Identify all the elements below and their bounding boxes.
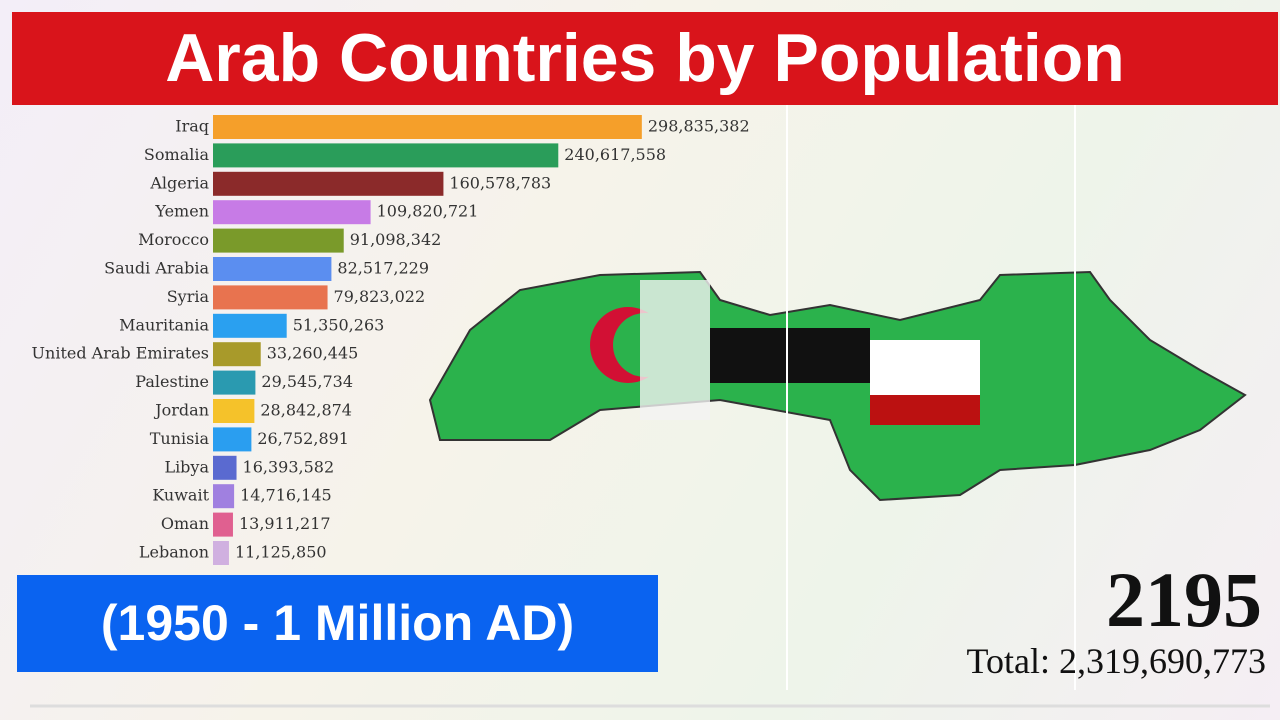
bar (213, 427, 252, 452)
bar (213, 541, 229, 565)
bar (213, 200, 371, 225)
value-label: 16,393,582 (243, 457, 335, 476)
map-decoration (428, 270, 1247, 502)
bar (213, 512, 233, 537)
value-label: 14,716,145 (240, 486, 332, 505)
value-label: 51,350,263 (293, 315, 385, 334)
bar (213, 257, 332, 281)
value-label: 26,752,891 (257, 429, 349, 448)
bar (213, 143, 559, 168)
bar (213, 313, 287, 338)
category-label: Somalia (144, 145, 210, 164)
bar (213, 455, 237, 480)
category-label: Saudi Arabia (104, 259, 209, 278)
year: 2195 (1106, 556, 1262, 643)
category-label: Libya (164, 457, 209, 476)
bar (213, 399, 255, 423)
category-label: Yemen (154, 202, 209, 221)
value-label: 29,545,734 (261, 372, 353, 391)
category-label: Morocco (138, 230, 209, 249)
value-label: 28,842,874 (260, 401, 352, 420)
value-label: 298,835,382 (648, 117, 750, 136)
value-label: 240,617,558 (564, 145, 666, 164)
category-label: United Arab Emirates (32, 344, 209, 363)
map-flag-band (870, 395, 980, 425)
bar (213, 370, 256, 395)
subtitle: (1950 - 1 Million AD) (17, 575, 658, 672)
category-label: Oman (161, 514, 209, 533)
value-label: 79,823,022 (334, 287, 426, 306)
category-label: Lebanon (139, 543, 209, 562)
bar (213, 484, 235, 509)
category-label: Syria (167, 287, 210, 306)
bar (213, 171, 444, 196)
category-label: Iraq (175, 117, 209, 136)
total: Total: 2,319,690,773 (966, 641, 1266, 681)
map-flag-band (710, 328, 870, 383)
value-label: 11,125,850 (235, 543, 327, 562)
value-label: 109,820,721 (377, 202, 479, 221)
map-shape (428, 270, 1247, 502)
value-label: 82,517,229 (337, 259, 429, 278)
value-label: 33,260,445 (267, 344, 359, 363)
bar (213, 115, 642, 139)
category-label: Kuwait (152, 486, 209, 505)
bar (213, 342, 261, 367)
value-label: 91,098,342 (350, 230, 442, 249)
category-label: Palestine (135, 372, 209, 391)
bar (213, 285, 328, 310)
value-label: 13,911,217 (239, 514, 331, 533)
title: Arab Countries by Population (12, 12, 1278, 105)
category-label: Jordan (153, 401, 209, 420)
map-flag-band (870, 340, 980, 395)
category-label: Algeria (149, 173, 209, 192)
bar (213, 228, 344, 253)
map-flag-band (640, 280, 710, 420)
category-label: Mauritania (119, 315, 209, 334)
value-label: 160,578,783 (449, 173, 551, 192)
category-label: Tunisia (150, 429, 210, 448)
